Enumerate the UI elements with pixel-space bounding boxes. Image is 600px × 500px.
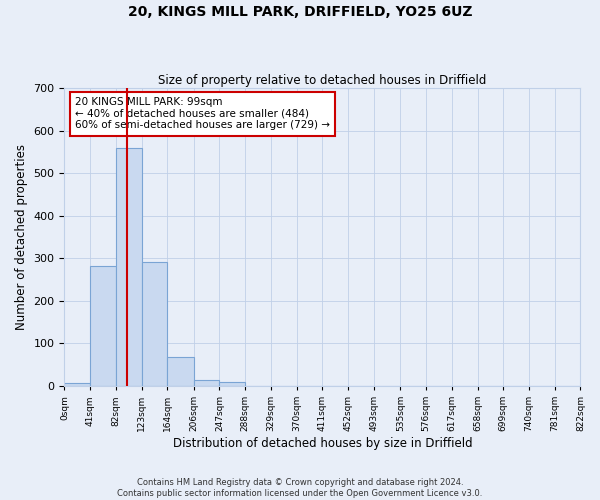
- Text: 20, KINGS MILL PARK, DRIFFIELD, YO25 6UZ: 20, KINGS MILL PARK, DRIFFIELD, YO25 6UZ: [128, 5, 472, 19]
- Text: 20 KINGS MILL PARK: 99sqm
← 40% of detached houses are smaller (484)
60% of semi: 20 KINGS MILL PARK: 99sqm ← 40% of detac…: [75, 97, 330, 130]
- Y-axis label: Number of detached properties: Number of detached properties: [15, 144, 28, 330]
- Bar: [142, 262, 167, 386]
- Bar: [194, 380, 220, 386]
- Bar: [116, 148, 142, 386]
- Bar: [90, 266, 116, 386]
- Bar: [220, 382, 245, 386]
- X-axis label: Distribution of detached houses by size in Driffield: Distribution of detached houses by size …: [173, 437, 472, 450]
- Bar: [167, 357, 194, 386]
- Bar: [64, 382, 90, 386]
- Title: Size of property relative to detached houses in Driffield: Size of property relative to detached ho…: [158, 74, 487, 87]
- Text: Contains HM Land Registry data © Crown copyright and database right 2024.
Contai: Contains HM Land Registry data © Crown c…: [118, 478, 482, 498]
